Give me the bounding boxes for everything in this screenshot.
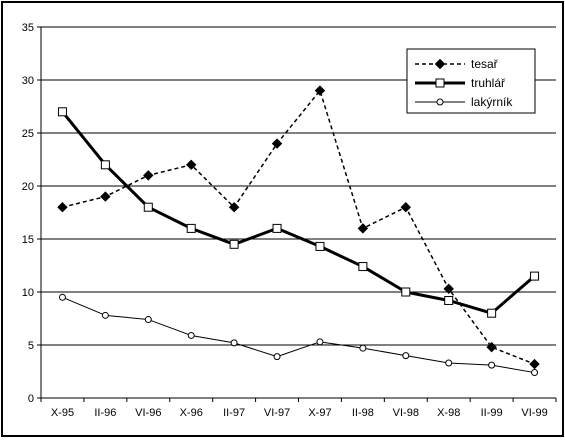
data-point-square bbox=[530, 271, 540, 281]
x-tick-label: VI-98 bbox=[393, 407, 419, 419]
data-point-square bbox=[401, 287, 411, 297]
data-point-square bbox=[143, 202, 153, 212]
data-point-circle bbox=[144, 316, 152, 324]
series-circle bbox=[58, 293, 539, 377]
data-point-circle bbox=[402, 352, 410, 360]
data-point-square bbox=[57, 107, 67, 117]
data-point-diamond bbox=[143, 170, 154, 181]
data-point-diamond bbox=[228, 201, 240, 213]
data-point-diamond bbox=[186, 159, 197, 171]
series-layer bbox=[57, 85, 540, 377]
data-point-diamond bbox=[400, 201, 411, 213]
x-tick-label: II-96 bbox=[94, 407, 116, 419]
legend-label: lakýrník bbox=[471, 95, 513, 109]
x-tick-label: X-96 bbox=[180, 407, 203, 419]
data-point-diamond bbox=[57, 201, 68, 213]
x-tick-label: X-95 bbox=[51, 407, 74, 419]
data-point-circle bbox=[359, 344, 367, 352]
legend: tesař truhlář lakýrník bbox=[406, 48, 536, 114]
y-tick-label: 5 bbox=[28, 340, 34, 352]
x-tick-label: II-99 bbox=[481, 407, 503, 419]
data-point-square bbox=[315, 241, 325, 251]
data-point-circle bbox=[101, 311, 109, 319]
data-point-circle bbox=[230, 339, 238, 347]
data-point-circle bbox=[187, 331, 195, 339]
data-point-circle bbox=[488, 361, 496, 369]
series-diamond bbox=[57, 85, 540, 370]
data-point-circle bbox=[58, 293, 66, 301]
x-tick-label: VI-96 bbox=[135, 407, 161, 419]
series-line-diamond bbox=[62, 89, 535, 365]
series-line-circle bbox=[62, 296, 535, 374]
data-point-diamond bbox=[529, 358, 540, 370]
y-tick-label: 20 bbox=[22, 181, 34, 193]
series-square bbox=[57, 107, 540, 318]
data-point-diamond bbox=[357, 223, 369, 234]
data-point-square bbox=[444, 295, 454, 305]
legend-marker-square bbox=[435, 78, 445, 88]
y-tick-label: 0 bbox=[28, 393, 34, 405]
series-line-square bbox=[61, 110, 536, 315]
data-point-circle bbox=[445, 359, 453, 367]
x-tick-label: VI-97 bbox=[264, 407, 290, 419]
data-point-square bbox=[272, 223, 282, 233]
y-tick-label: 35 bbox=[22, 22, 34, 34]
data-point-diamond bbox=[271, 138, 283, 149]
data-point-square bbox=[487, 308, 497, 318]
data-point-circle bbox=[531, 369, 539, 377]
x-tick-label: X-98 bbox=[437, 407, 460, 419]
y-tick-label: 10 bbox=[22, 287, 34, 299]
legend-label: truhlář bbox=[471, 76, 506, 90]
x-tick-label: VI-99 bbox=[521, 407, 547, 419]
axis-layer: 0 5 10 15 20 25 30 35 X-95 II-96 VI-96 X-96 II-97 VI-… bbox=[22, 22, 557, 419]
x-tick-label: II-98 bbox=[352, 407, 374, 419]
line-chart: 0 5 10 15 20 25 30 35 X-95 II-96 VI-96 X-96 II-97 VI-… bbox=[22, 22, 557, 419]
data-point-circle bbox=[273, 353, 281, 361]
data-point-diamond bbox=[443, 283, 454, 295]
y-tick-label: 30 bbox=[22, 75, 34, 87]
legend-items: tesař truhlář lakýrník bbox=[415, 57, 513, 109]
legend-marker-circle bbox=[436, 98, 444, 106]
data-point-square bbox=[358, 262, 368, 272]
x-tick-label: II-97 bbox=[223, 407, 245, 419]
legend-marker-diamond bbox=[434, 58, 446, 70]
data-point-square bbox=[229, 239, 239, 249]
data-point-diamond bbox=[100, 191, 111, 202]
y-tick-label: 15 bbox=[22, 234, 34, 246]
data-point-square bbox=[186, 223, 196, 233]
data-point-diamond bbox=[314, 85, 326, 96]
y-tick-label: 25 bbox=[22, 128, 34, 140]
x-tick-label: X-97 bbox=[308, 407, 331, 419]
data-point-diamond bbox=[486, 341, 497, 353]
legend-label: tesař bbox=[471, 57, 499, 71]
data-point-square bbox=[100, 160, 110, 170]
data-point-circle bbox=[316, 338, 324, 346]
